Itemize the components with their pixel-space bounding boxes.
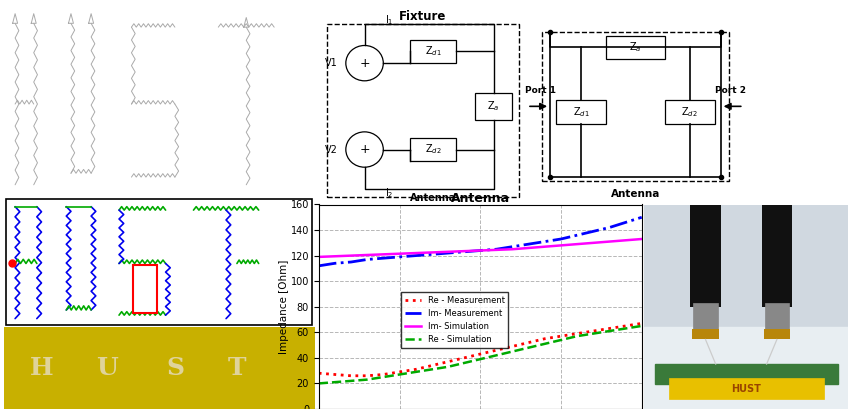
- Bar: [475, 92, 513, 120]
- Bar: [541, 32, 729, 181]
- Text: I$_1$: I$_1$: [385, 13, 394, 27]
- Text: Z$_{d2}$: Z$_{d2}$: [425, 143, 442, 156]
- Bar: [690, 204, 721, 307]
- Text: HUST: HUST: [731, 384, 762, 393]
- Legend: Re - Measurement, Im- Measurement, Im- Simulation, Re - Simulation: Re - Measurement, Im- Measurement, Im- S…: [401, 292, 508, 348]
- Text: Port 1: Port 1: [525, 85, 556, 94]
- Bar: [665, 101, 715, 124]
- Bar: [692, 329, 719, 339]
- Text: T: T: [228, 356, 246, 380]
- Text: Z$_{d1}$: Z$_{d1}$: [425, 45, 442, 58]
- Bar: [327, 24, 518, 197]
- Text: Z$_{d2}$: Z$_{d2}$: [681, 106, 698, 119]
- Text: +: +: [360, 57, 370, 70]
- Text: H: H: [30, 356, 54, 380]
- Text: S: S: [166, 356, 184, 380]
- Y-axis label: Impedance [Ohm]: Impedance [Ohm]: [279, 260, 289, 354]
- Bar: [694, 303, 717, 335]
- Text: I$_2$: I$_2$: [385, 186, 394, 200]
- Bar: [606, 36, 665, 59]
- Bar: [556, 101, 606, 124]
- Text: Z$_a$: Z$_a$: [487, 99, 500, 113]
- Text: Fixture: Fixture: [400, 10, 446, 23]
- Text: Antenna: Antenna: [411, 193, 456, 202]
- Text: Port 2: Port 2: [715, 85, 745, 94]
- Text: V1: V1: [325, 58, 337, 68]
- Text: U: U: [96, 356, 117, 380]
- Bar: [654, 364, 838, 384]
- Title: Antenna: Antenna: [450, 191, 510, 204]
- Text: Z$_{d1}$: Z$_{d1}$: [573, 106, 590, 119]
- Text: +: +: [360, 143, 370, 156]
- Bar: [762, 204, 792, 307]
- Bar: [411, 138, 456, 161]
- Text: Antenna: Antenna: [610, 189, 660, 199]
- Bar: [411, 40, 456, 63]
- Text: Z$_a$: Z$_a$: [629, 40, 642, 54]
- Bar: [644, 327, 848, 409]
- Bar: [765, 303, 789, 335]
- Bar: [133, 265, 157, 313]
- Text: V2: V2: [325, 144, 337, 155]
- Bar: [669, 378, 824, 399]
- Bar: [763, 329, 791, 339]
